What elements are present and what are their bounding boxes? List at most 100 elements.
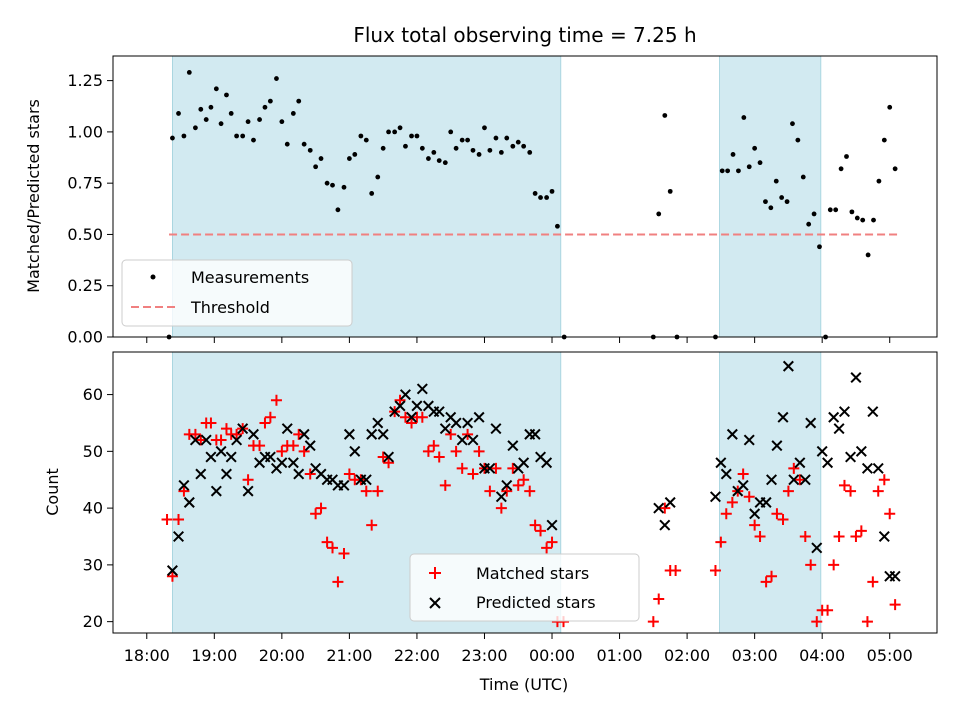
matched-star-marker	[794, 474, 806, 486]
measurement-point	[279, 119, 285, 125]
measurement-point	[881, 137, 887, 143]
measurement-point	[504, 135, 510, 141]
predicted-star-marker	[855, 445, 867, 457]
predicted-star-marker	[749, 508, 761, 520]
measurement-point	[181, 133, 187, 139]
predicted-star-marker	[366, 428, 378, 440]
measurement-point	[203, 117, 209, 122]
predicted-star-marker	[771, 440, 783, 452]
matched-star-marker	[416, 411, 428, 423]
measurement-point	[795, 137, 801, 143]
measurement-point	[208, 104, 214, 110]
predicted-star-marker	[343, 428, 355, 440]
measurement-point	[363, 137, 369, 143]
matched-star-marker	[850, 530, 862, 542]
matched-star-marker	[445, 428, 457, 440]
predicted-star-marker	[541, 457, 553, 469]
predicted-star-marker	[276, 457, 288, 469]
measurement-point	[431, 150, 437, 155]
predicted-star-marker	[178, 479, 190, 491]
predicted-star-marker	[529, 428, 541, 440]
top-legend-box	[121, 259, 353, 327]
measurement-point	[318, 156, 324, 161]
matched-star-marker	[166, 570, 178, 582]
measurement-point	[844, 154, 849, 159]
predicted-star-marker	[799, 474, 811, 486]
matched-star-marker	[315, 502, 327, 514]
predicted-star-marker	[845, 451, 857, 463]
measurement-point	[346, 156, 352, 161]
matched-star-marker	[647, 616, 659, 628]
predicted-star-marker	[394, 400, 406, 412]
measurement-point	[860, 217, 866, 223]
matched-star-marker	[259, 417, 271, 429]
matched-star-marker	[518, 474, 530, 486]
top-legend: Measurements Threshold	[121, 259, 353, 327]
x-tick-label: 04:00	[799, 646, 845, 665]
predicted-star-marker	[200, 434, 212, 446]
matched-star-marker	[205, 417, 217, 429]
matched-star-marker	[450, 445, 462, 457]
predicted-star-marker	[872, 462, 884, 474]
measurement-point	[245, 119, 251, 125]
predicted-star-marker	[205, 451, 217, 463]
y-tick-label: 20	[83, 612, 103, 631]
matched-star-marker	[293, 428, 305, 440]
predicted-star-marker	[242, 485, 254, 497]
measurement-point	[251, 137, 256, 143]
measurement-point	[224, 92, 229, 98]
x-tick-label: 19:00	[191, 646, 237, 665]
measurement-point	[498, 150, 504, 155]
measurement-point	[262, 104, 268, 110]
matched-star-marker	[546, 536, 558, 548]
matched-star-marker	[872, 485, 884, 497]
chart-title: Flux total observing time = 7.25 h	[353, 23, 696, 47]
measurement-point	[267, 98, 273, 104]
predicted-star-marker	[473, 411, 485, 423]
predicted-star-marker	[264, 451, 276, 463]
measurement-point	[414, 133, 420, 139]
measurement-point	[736, 168, 741, 174]
matched-star-marker	[889, 599, 901, 611]
measurement-point	[806, 221, 812, 227]
predicted-star-marker	[833, 423, 845, 435]
top-panel-frame	[112, 55, 938, 338]
predicted-star-marker	[782, 360, 794, 372]
top-panel: 0.00 0.25 0.50 0.75 1.00 1.25 Matched/Predict…	[24, 55, 938, 347]
predicted-star-marker	[189, 434, 201, 446]
predicted-star-marker	[715, 457, 727, 469]
predicted-star-marker	[166, 565, 178, 577]
predicted-star-marker	[507, 440, 519, 452]
measurement-point	[510, 143, 516, 149]
measurement-point	[555, 223, 560, 229]
measurement-point	[741, 115, 747, 120]
measurement-point	[448, 129, 454, 135]
measurement-point	[228, 111, 234, 116]
predicted-star-marker	[183, 496, 195, 508]
matched-star-marker	[490, 462, 502, 474]
measurement-point	[198, 106, 204, 112]
shaded-interval	[719, 55, 822, 338]
measurement-point	[476, 152, 482, 157]
predicted-star-marker	[383, 451, 395, 463]
matched-star-marker	[833, 530, 845, 542]
matched-star-marker	[360, 485, 372, 497]
matched-star-marker	[433, 451, 445, 463]
matched-star-marker	[737, 468, 749, 480]
measurement-point	[386, 129, 391, 135]
bottom-legend: Matched stars Predicted stars	[409, 553, 640, 622]
measurement-point	[773, 178, 779, 184]
bottom-legend-box	[409, 553, 640, 622]
predicted-star-marker	[281, 423, 293, 435]
matched-star-marker	[484, 485, 496, 497]
predicted-star-marker	[220, 468, 232, 480]
measurement-point	[375, 174, 381, 180]
predicted-star-marker	[456, 434, 468, 446]
matched-star-marker	[495, 502, 507, 514]
matched-star-marker	[771, 508, 783, 520]
matched-star-marker	[242, 474, 254, 486]
matched-star-marker	[422, 445, 434, 457]
legend-matched-marker	[429, 567, 441, 579]
predicted-star-marker	[743, 434, 755, 446]
legend-predicted-label: Predicted stars	[476, 593, 596, 612]
